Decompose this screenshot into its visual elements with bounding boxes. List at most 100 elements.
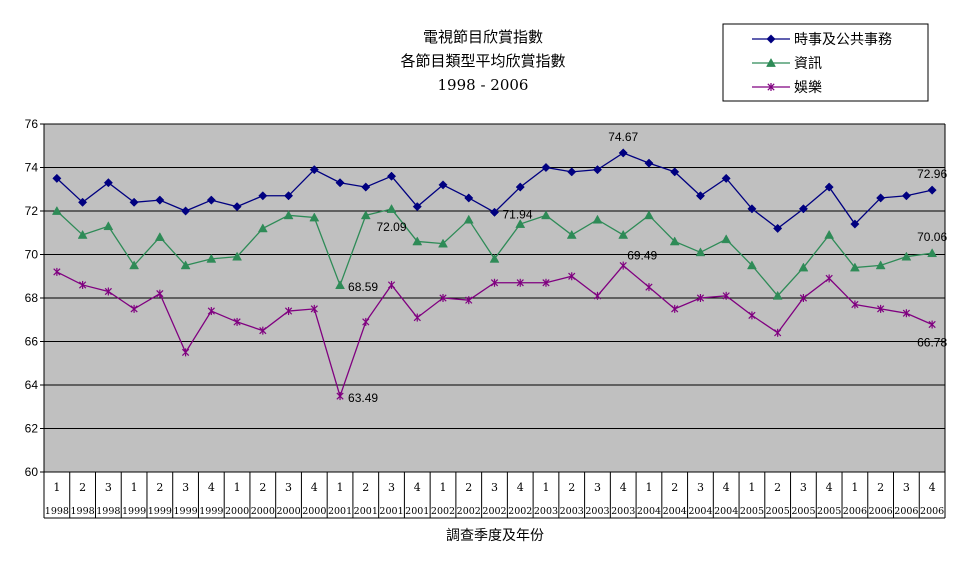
- legend-label: 娛樂: [794, 79, 822, 96]
- data-point: [181, 206, 191, 216]
- x-tick-year: 1998: [71, 506, 95, 517]
- data-point: [386, 171, 397, 181]
- data-point: [439, 294, 447, 302]
- data-point: [438, 180, 448, 190]
- data-point: [489, 253, 500, 263]
- data-point: [257, 223, 268, 233]
- data-point: [335, 178, 345, 188]
- x-tick-year: 1998: [96, 506, 120, 517]
- data-label: 71.94: [503, 207, 533, 221]
- x-tick-quarter: 1: [851, 481, 858, 494]
- x-tick-year: 2001: [354, 506, 378, 517]
- x-tick-year: 2006: [920, 506, 944, 517]
- x-tick-quarter: 2: [259, 481, 266, 494]
- y-tick-label: 62: [25, 422, 39, 436]
- data-point: [77, 229, 88, 239]
- x-tick-quarter: 1: [53, 481, 60, 494]
- data-point: [336, 392, 344, 401]
- legend-item-1: 時事及公共事務: [752, 32, 892, 48]
- data-point: [232, 251, 242, 261]
- data-point: [747, 260, 757, 270]
- data-point: [748, 311, 756, 320]
- y-tick-label: 66: [25, 335, 39, 349]
- data-point: [310, 304, 318, 313]
- data-point: [644, 158, 654, 168]
- data-point: [927, 248, 938, 258]
- x-tick-quarter: 3: [697, 481, 704, 494]
- x-tick-quarter: 2: [156, 481, 163, 494]
- data-label: 72.96: [917, 167, 947, 181]
- x-tick-quarter: 4: [311, 481, 318, 494]
- data-point: [155, 195, 165, 205]
- x-tick-year: 2003: [611, 506, 635, 517]
- x-tick-year: 2001: [379, 506, 403, 517]
- legend-item-2: 資訊: [752, 56, 822, 72]
- data-point: [849, 262, 860, 272]
- data-point: [361, 182, 371, 192]
- data-point: [798, 262, 809, 272]
- x-tick-year: 2004: [714, 506, 738, 517]
- data-point: [670, 167, 680, 177]
- data-point: [103, 178, 113, 188]
- x-tick-year: 2002: [457, 506, 481, 517]
- series-1: [52, 148, 937, 233]
- data-point: [387, 280, 396, 289]
- data-point: [490, 278, 499, 287]
- data-point: [721, 173, 731, 183]
- data-point: [233, 317, 241, 326]
- chart-title-line-2: 各節目類型平均欣賞指數: [400, 52, 565, 70]
- x-tick-quarter: 1: [748, 481, 755, 494]
- data-point: [130, 304, 138, 313]
- data-point: [593, 291, 602, 300]
- data-point: [386, 204, 397, 213]
- data-point: [181, 348, 190, 357]
- data-label: 72.09: [377, 220, 407, 234]
- data-label: 70.06: [917, 230, 947, 244]
- x-tick-quarter: 3: [105, 481, 112, 494]
- chart-title-line-3: 1998 - 2006: [438, 76, 529, 94]
- x-tick-year: 1999: [173, 506, 197, 517]
- data-point: [825, 274, 833, 283]
- legend-marker: [766, 57, 776, 67]
- data-point: [568, 272, 576, 281]
- x-axis-label: 調查季度及年份: [446, 528, 544, 544]
- data-point: [669, 236, 680, 246]
- x-tick-year: 2005: [791, 506, 815, 517]
- x-tick-quarter: 3: [182, 481, 189, 494]
- data-point: [412, 236, 423, 246]
- data-point: [464, 193, 474, 203]
- x-tick-year: 2005: [740, 506, 764, 517]
- x-tick-quarter: 4: [208, 481, 215, 494]
- x-tick-year: 2005: [766, 506, 790, 517]
- x-tick-year: 2005: [817, 506, 841, 517]
- x-tick-quarter: 2: [362, 481, 369, 494]
- data-point: [103, 221, 114, 231]
- data-point: [772, 290, 783, 300]
- data-point: [51, 205, 62, 215]
- data-point: [284, 191, 294, 201]
- legend-marker: [766, 34, 776, 44]
- x-tick-quarter: 1: [337, 481, 344, 494]
- x-tick-year: 2001: [328, 506, 352, 517]
- data-point: [515, 182, 525, 192]
- data-point: [156, 289, 164, 298]
- data-point: [154, 232, 165, 241]
- data-point: [52, 173, 62, 183]
- y-tick-labels: 60 62 64 66 68 70 72 74 76: [25, 117, 39, 479]
- data-point: [618, 148, 628, 158]
- data-point: [53, 267, 61, 276]
- x-tick-year: 2004: [637, 506, 661, 517]
- data-point: [850, 219, 860, 229]
- x-tick-quarter: 2: [877, 481, 884, 494]
- x-tick-quarter: 4: [620, 481, 627, 494]
- x-tick-quarter: 2: [465, 481, 472, 494]
- x-tick-year: 2003: [534, 506, 558, 517]
- data-point: [619, 261, 627, 270]
- x-tick-quarter: 4: [517, 481, 524, 494]
- data-point: [258, 191, 268, 201]
- data-point: [129, 260, 140, 270]
- data-point: [902, 309, 911, 318]
